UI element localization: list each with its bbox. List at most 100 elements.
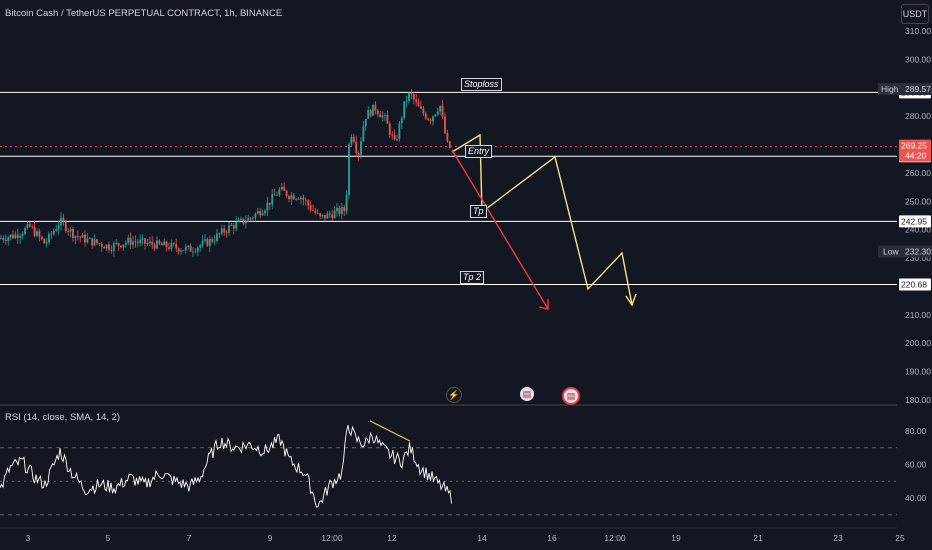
candle-body <box>7 237 10 241</box>
candle-body <box>28 223 31 227</box>
time-tick-label: 25 <box>895 533 905 543</box>
candle-body <box>108 244 110 250</box>
candle-body <box>81 234 84 238</box>
candle-body <box>336 207 338 211</box>
candle-body <box>384 114 386 116</box>
candle-body <box>297 198 300 200</box>
candle-body <box>146 243 149 244</box>
candlestick-series <box>0 89 451 258</box>
candle-body <box>388 123 391 135</box>
candle-body <box>398 123 401 139</box>
candle-body <box>216 233 218 241</box>
candle-body <box>194 251 197 253</box>
candle-body <box>417 101 420 107</box>
candle-body <box>177 248 180 252</box>
rsi-divergence-line <box>369 420 411 442</box>
candle-body <box>43 238 46 244</box>
candle-body <box>256 210 259 214</box>
time-tick-label: 14 <box>477 533 487 543</box>
candle-body <box>331 214 334 219</box>
tp2-label[interactable]: Tp 2 <box>460 271 485 284</box>
candle-body <box>139 239 142 243</box>
candle-body <box>19 235 22 238</box>
grid <box>0 404 932 529</box>
candle-body <box>264 210 266 214</box>
current-price-label: 269.25 <box>901 141 927 151</box>
candle-body <box>57 225 60 230</box>
entry-label[interactable]: Entry <box>465 145 493 158</box>
candle-body <box>74 236 77 238</box>
candle-body <box>163 241 166 246</box>
level-price-label: 242.95 <box>901 216 927 226</box>
time-tick-label: 3 <box>26 533 31 543</box>
candle-body <box>14 234 17 239</box>
candle-body <box>405 100 408 102</box>
candle-body <box>348 144 350 195</box>
candle-body <box>420 106 422 109</box>
candle-body <box>314 210 317 214</box>
candle-body <box>69 229 72 232</box>
lightning-icon[interactable]: ⚡ <box>446 387 462 403</box>
projection-red-arrowhead <box>538 299 549 310</box>
tp-label[interactable]: Tp <box>470 205 487 218</box>
candle-body <box>345 194 348 212</box>
candle-body <box>127 237 130 243</box>
candle-body <box>103 246 106 249</box>
candle-body <box>235 221 238 229</box>
us-flag-icon[interactable]: ▤ <box>520 387 534 401</box>
candle-body <box>38 231 41 237</box>
candle-body <box>352 137 355 142</box>
candle-body <box>393 135 396 140</box>
candle-body <box>129 237 132 245</box>
candle-body <box>160 243 163 246</box>
candle-body <box>237 219 240 222</box>
low-label: Low <box>883 247 899 257</box>
symbol-title: Bitcoin Cash / TetherUS PERPETUAL CONTRA… <box>5 8 283 19</box>
candle-body <box>208 239 211 246</box>
candle-body <box>367 110 370 119</box>
candle-body <box>364 118 367 127</box>
candle-body <box>396 138 398 140</box>
candle-body <box>276 195 278 196</box>
stoploss-label[interactable]: Stoploss <box>461 78 502 91</box>
candle-body <box>386 114 389 124</box>
candle-body <box>158 240 161 244</box>
time-tick-label: 16 <box>547 533 557 543</box>
candle-body <box>232 225 235 229</box>
candle-body <box>422 108 425 114</box>
candle-body <box>434 114 437 117</box>
candle-body <box>400 117 403 124</box>
time-tick-label: 9 <box>268 533 273 543</box>
candle-body <box>376 110 379 115</box>
time-tick-label: 21 <box>753 533 763 543</box>
rsi-title: RSI (14, close, SMA, 14, 2) <box>5 412 121 423</box>
candle-body <box>189 245 192 252</box>
candle-body <box>340 207 343 214</box>
candle-body <box>230 225 233 227</box>
candle-body <box>350 137 353 145</box>
candle-body <box>271 194 274 205</box>
price-tick-label: 280.00 <box>905 111 931 121</box>
candle-body <box>408 92 410 101</box>
candle-body <box>196 247 199 252</box>
currency-button[interactable]: USDT <box>901 4 929 24</box>
candle-body <box>288 196 290 200</box>
candle-body <box>168 247 170 250</box>
level-price-tag <box>899 278 931 291</box>
candle-body <box>268 202 271 205</box>
time-tick-label: 12 <box>387 533 397 543</box>
price-tick-label: 230.00 <box>905 253 931 263</box>
candle-body <box>429 119 432 122</box>
price-tick-label: 190.00 <box>905 367 931 377</box>
candle-body <box>148 241 151 244</box>
candle-body <box>141 238 144 240</box>
candle-body <box>67 230 70 232</box>
candle-body <box>110 249 113 251</box>
us-flag-icon[interactable]: ▤ <box>562 387 580 405</box>
candle-body <box>16 234 19 238</box>
candle-body <box>187 245 190 247</box>
candle-body <box>295 198 298 200</box>
candle-body <box>0 238 2 239</box>
candle-body <box>199 245 202 248</box>
